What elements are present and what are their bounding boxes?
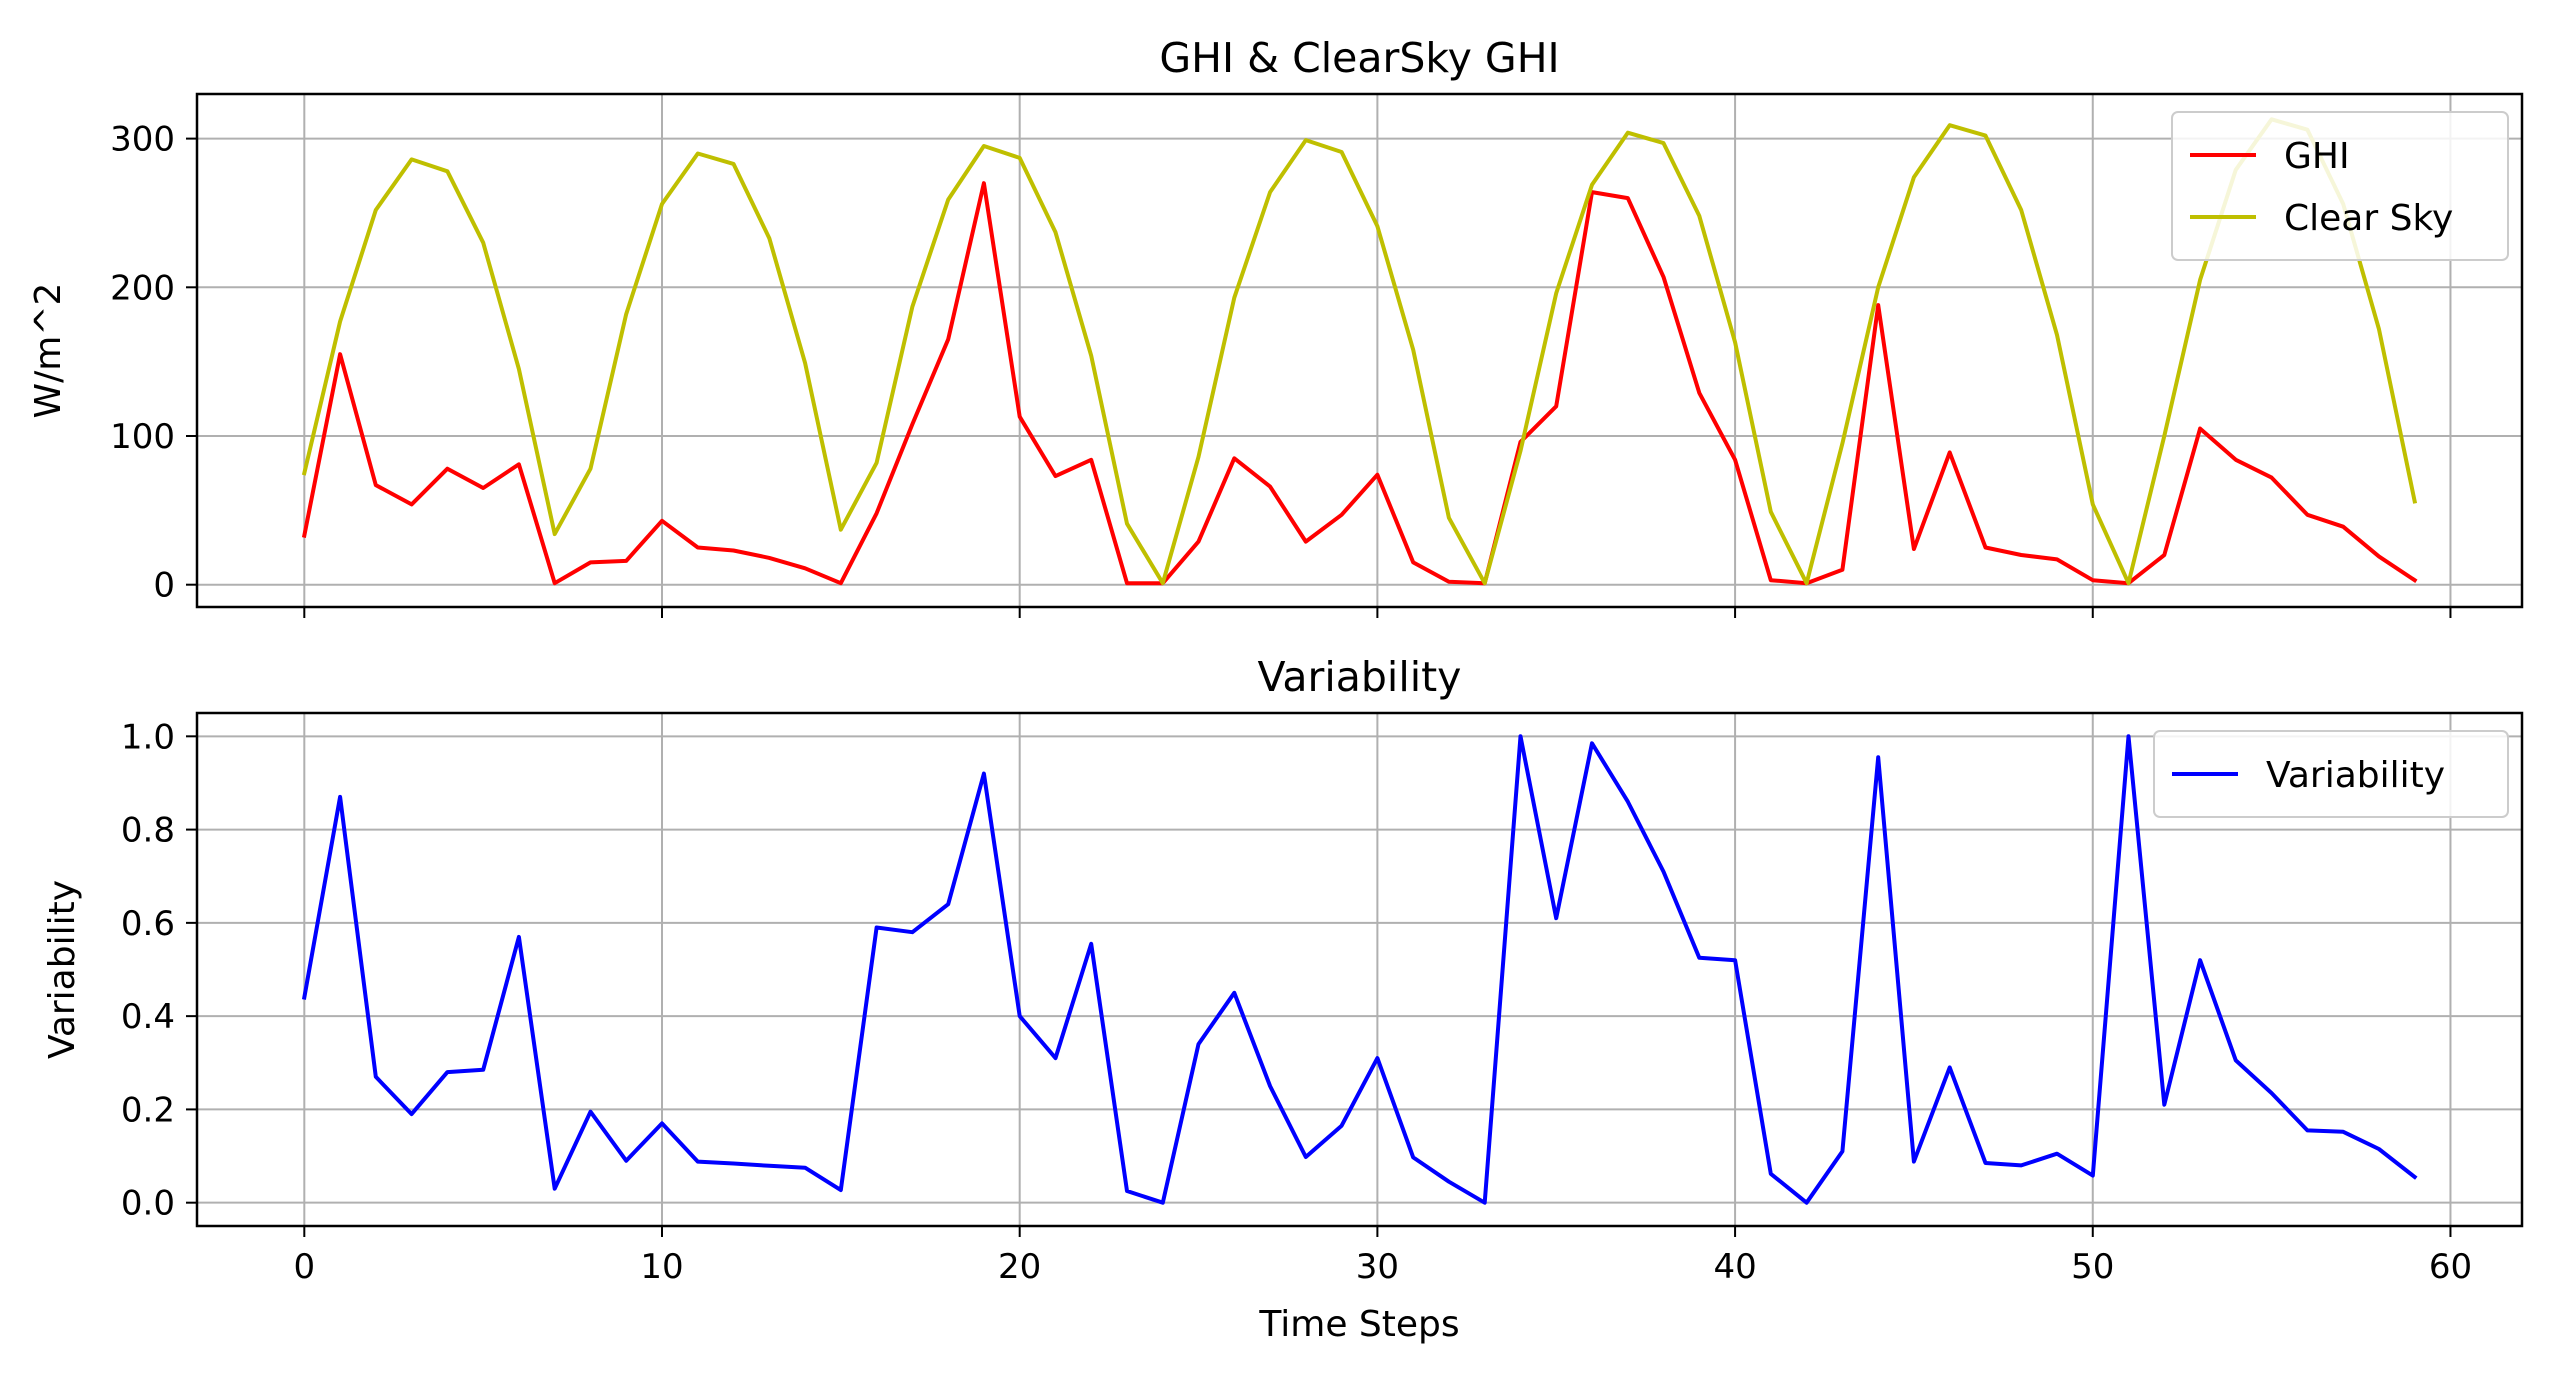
gridlines — [197, 94, 2522, 607]
legend-box — [2153, 730, 2509, 818]
plot-area — [197, 94, 2522, 607]
y-tick-label: 0.2 — [121, 1090, 175, 1130]
legend-label-variability: Variability — [2266, 755, 2445, 796]
y-tick-label: 200 — [110, 268, 175, 308]
legend: Variability — [2153, 730, 2509, 818]
chart-title: GHI & ClearSky GHI — [1159, 34, 1559, 82]
y-tick-label: 1.0 — [121, 717, 175, 757]
x-tick-label: 60 — [2429, 1247, 2472, 1287]
legend-box — [2171, 111, 2509, 261]
x-tick-label: 10 — [640, 1247, 683, 1287]
y-axis-label: Variability — [42, 880, 83, 1059]
axes-frame — [195, 92, 2524, 609]
legend: GHI Clear Sky — [2171, 111, 2509, 261]
y-tick-label: 0 — [153, 566, 175, 606]
legend-label-ghi: GHI — [2284, 136, 2350, 177]
y-tick-label: 0.8 — [121, 811, 175, 851]
y-tick-label: 0.4 — [121, 997, 175, 1037]
axes-frame — [195, 711, 2524, 1228]
x-tick-label: 40 — [1713, 1247, 1756, 1287]
chart-variability: 0 10 20 30 40 50 60 0.0 0.2 0.4 0.6 0.8 1.0 Variabili… — [42, 653, 2524, 1345]
x-tick-label: 20 — [998, 1247, 1041, 1287]
x-axis-label: Time Steps — [1258, 1304, 1459, 1345]
y-axis-label: W/m^2 — [28, 283, 69, 419]
y-tick-label: 0.6 — [121, 904, 175, 944]
y-tick-label: 300 — [110, 120, 175, 160]
series-line-clear-sky — [301, 117, 2418, 586]
y-tick-label: 0.0 — [121, 1184, 175, 1224]
series-line-variability — [301, 734, 2418, 1205]
x-tick-label: 0 — [293, 1247, 315, 1287]
x-tick-label: 30 — [1356, 1247, 1399, 1287]
x-tick-label: 50 — [2071, 1247, 2114, 1287]
y-tick-label: 100 — [110, 417, 175, 457]
chart-title: Variability — [1258, 653, 1462, 701]
chart-ghi: 0 100 200 300 GHI & ClearSky GHI W/m^2 GHI Clea… — [28, 34, 2524, 618]
legend-label-clear-sky: Clear Sky — [2284, 198, 2453, 239]
series-line-ghi — [301, 181, 2418, 586]
